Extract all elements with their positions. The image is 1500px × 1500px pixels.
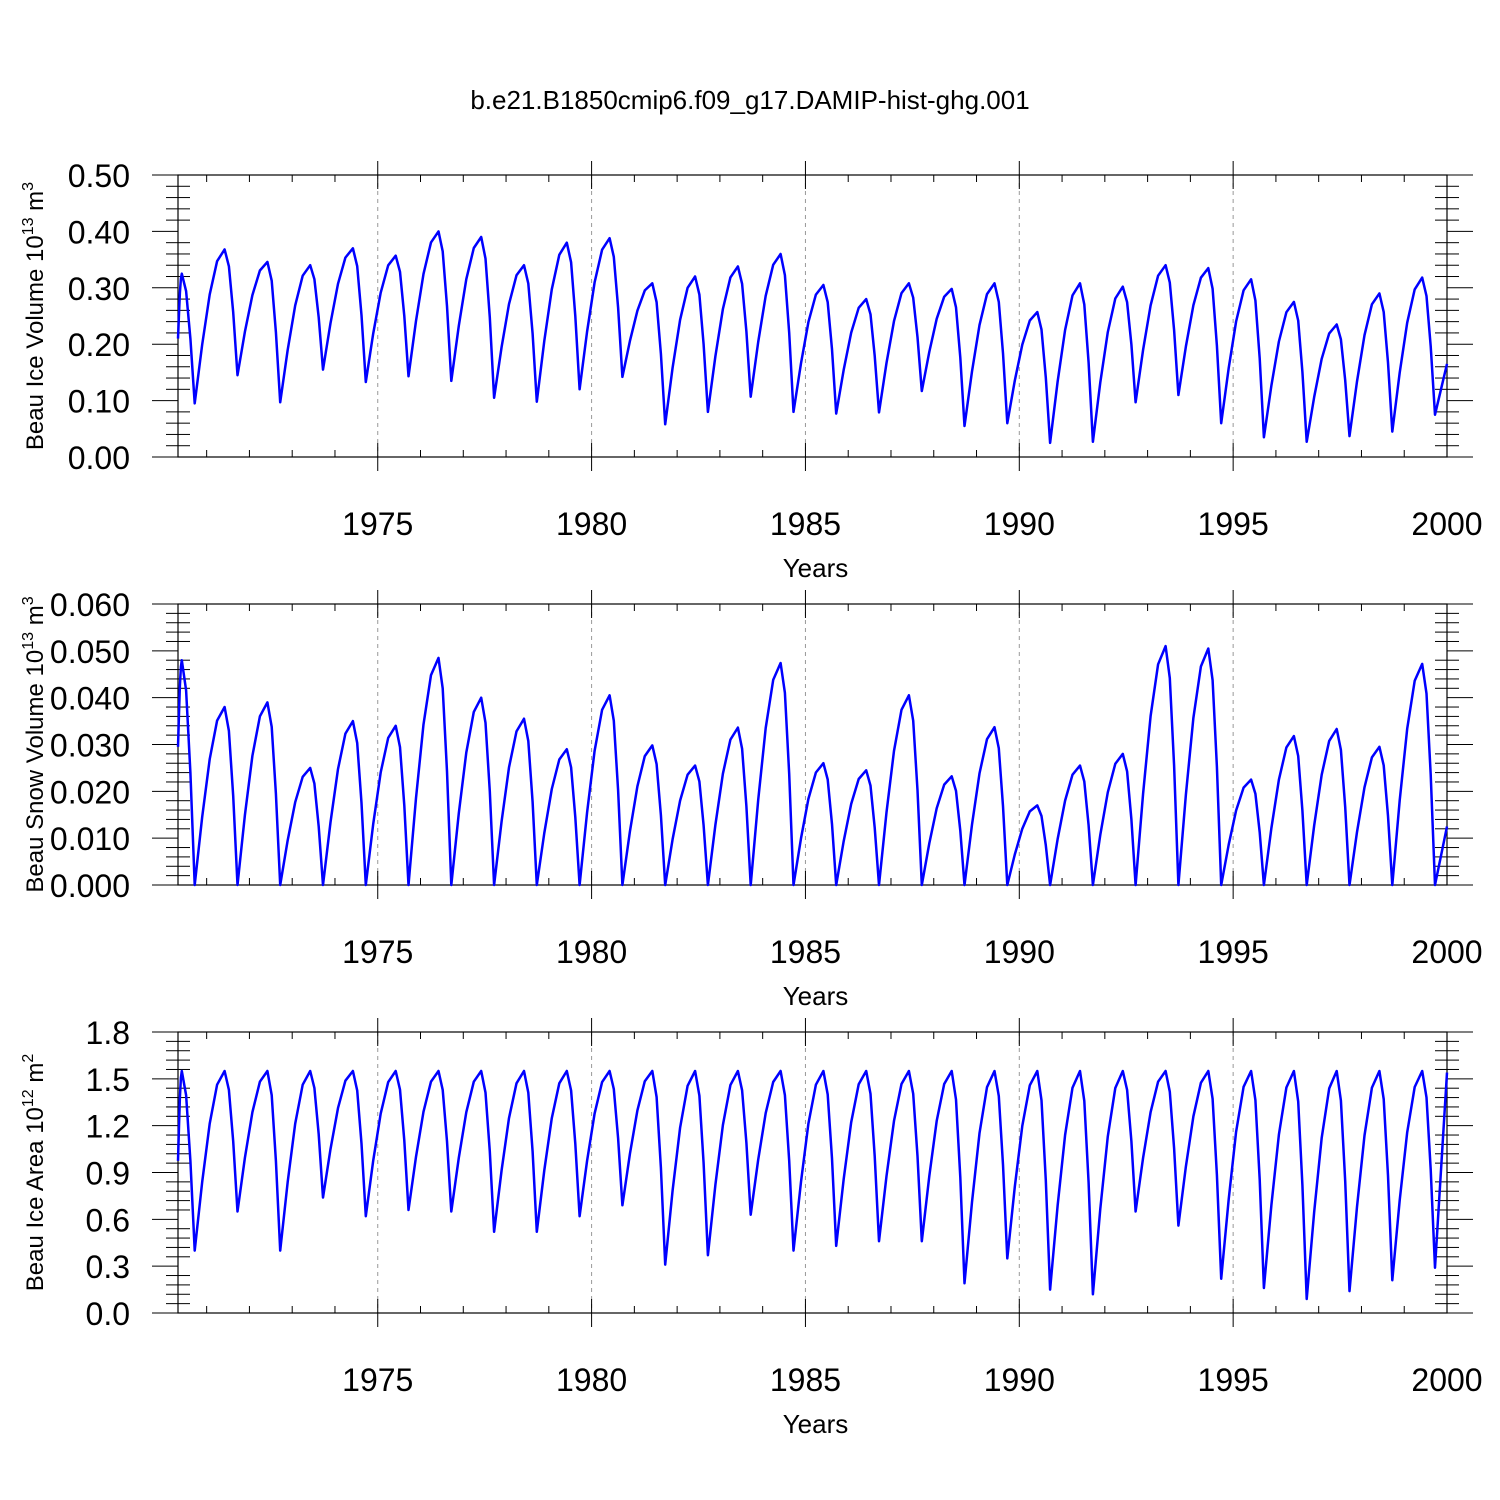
x-tick-label: 1975 [342, 1362, 413, 1398]
x-tick-label: 1985 [770, 506, 841, 542]
y-tick-label: 1.5 [86, 1062, 130, 1098]
y-tick-label: 0.20 [68, 327, 130, 363]
panel-ice-area: 0.0 0.3 0.6 0.9 1.2 1.5 1.8 1975 1980 1985 1990 199… [20, 1015, 1483, 1439]
plot-frame [177, 1031, 1448, 1314]
x-tick-label: 2000 [1411, 1362, 1482, 1398]
x-tick-label: 1975 [342, 506, 413, 542]
x-tick-label: 1995 [1198, 506, 1269, 542]
y-tick-label: 0.9 [86, 1156, 130, 1192]
y-tick-label: 0.50 [68, 158, 130, 194]
x-tick-label: 1990 [984, 934, 1055, 970]
x-tick-label: 1990 [984, 506, 1055, 542]
y-tick-label: 0.10 [68, 384, 130, 420]
y-tick-label: 0.30 [68, 271, 130, 307]
y-tick-label: 0.3 [86, 1249, 130, 1285]
x-tick-label: 1995 [1198, 1362, 1269, 1398]
y-tick-label: 0.6 [86, 1202, 130, 1238]
y-tick-label: 0.040 [50, 681, 130, 717]
y-axis-title: Beau Snow Volume 1013 m3 [20, 596, 49, 892]
y-tick-label: 0.00 [68, 440, 130, 476]
figure-title: b.e21.B1850cmip6.f09_g17.DAMIP-hist-ghg.… [470, 85, 1030, 115]
y-axis-title: Beau Ice Area 1012 m2 [20, 1054, 49, 1292]
y-tick-label: 1.2 [86, 1109, 130, 1145]
plot-frame [177, 603, 1448, 886]
panel-snow-volume: 0.000 0.010 0.020 0.030 0.040 0.050 0.060 1975 1… [20, 587, 1483, 1011]
y-tick-label: 1.8 [86, 1015, 130, 1051]
x-axis-title: Years [783, 981, 849, 1011]
y-tick-label: 0.020 [50, 774, 130, 810]
x-axis-title: Years [783, 553, 849, 583]
x-tick-label: 1980 [556, 1362, 627, 1398]
y-tick-label: 0.000 [50, 868, 130, 904]
y-axis-title: Beau Ice Volume 1013 m3 [20, 182, 49, 450]
x-tick-label: 2000 [1411, 506, 1482, 542]
y-tick-label: 0.050 [50, 634, 130, 670]
x-tick-label: 1985 [770, 1362, 841, 1398]
y-tick-label: 0.0 [86, 1296, 130, 1332]
x-axis-title: Years [783, 1409, 849, 1439]
y-tick-label: 0.030 [50, 728, 130, 764]
y-tick-label: 0.060 [50, 587, 130, 623]
y-tick-label: 0.010 [50, 821, 130, 857]
series-line-ice-area [176, 1069, 1449, 1301]
x-tick-label: 1990 [984, 1362, 1055, 1398]
x-tick-label: 1985 [770, 934, 841, 970]
x-tick-label: 1980 [556, 934, 627, 970]
x-tick-label: 1975 [342, 934, 413, 970]
y-tick-label: 0.40 [68, 214, 130, 250]
x-tick-label: 1980 [556, 506, 627, 542]
x-tick-label: 1995 [1198, 934, 1269, 970]
panel-ice-volume: 0.00 0.10 0.20 0.30 0.40 0.50 1975 1980 1985 1990… [20, 158, 1483, 583]
series-line-ice-volume [176, 230, 1449, 445]
x-tick-label: 2000 [1411, 934, 1482, 970]
series-line-snow-volume [176, 644, 1449, 887]
